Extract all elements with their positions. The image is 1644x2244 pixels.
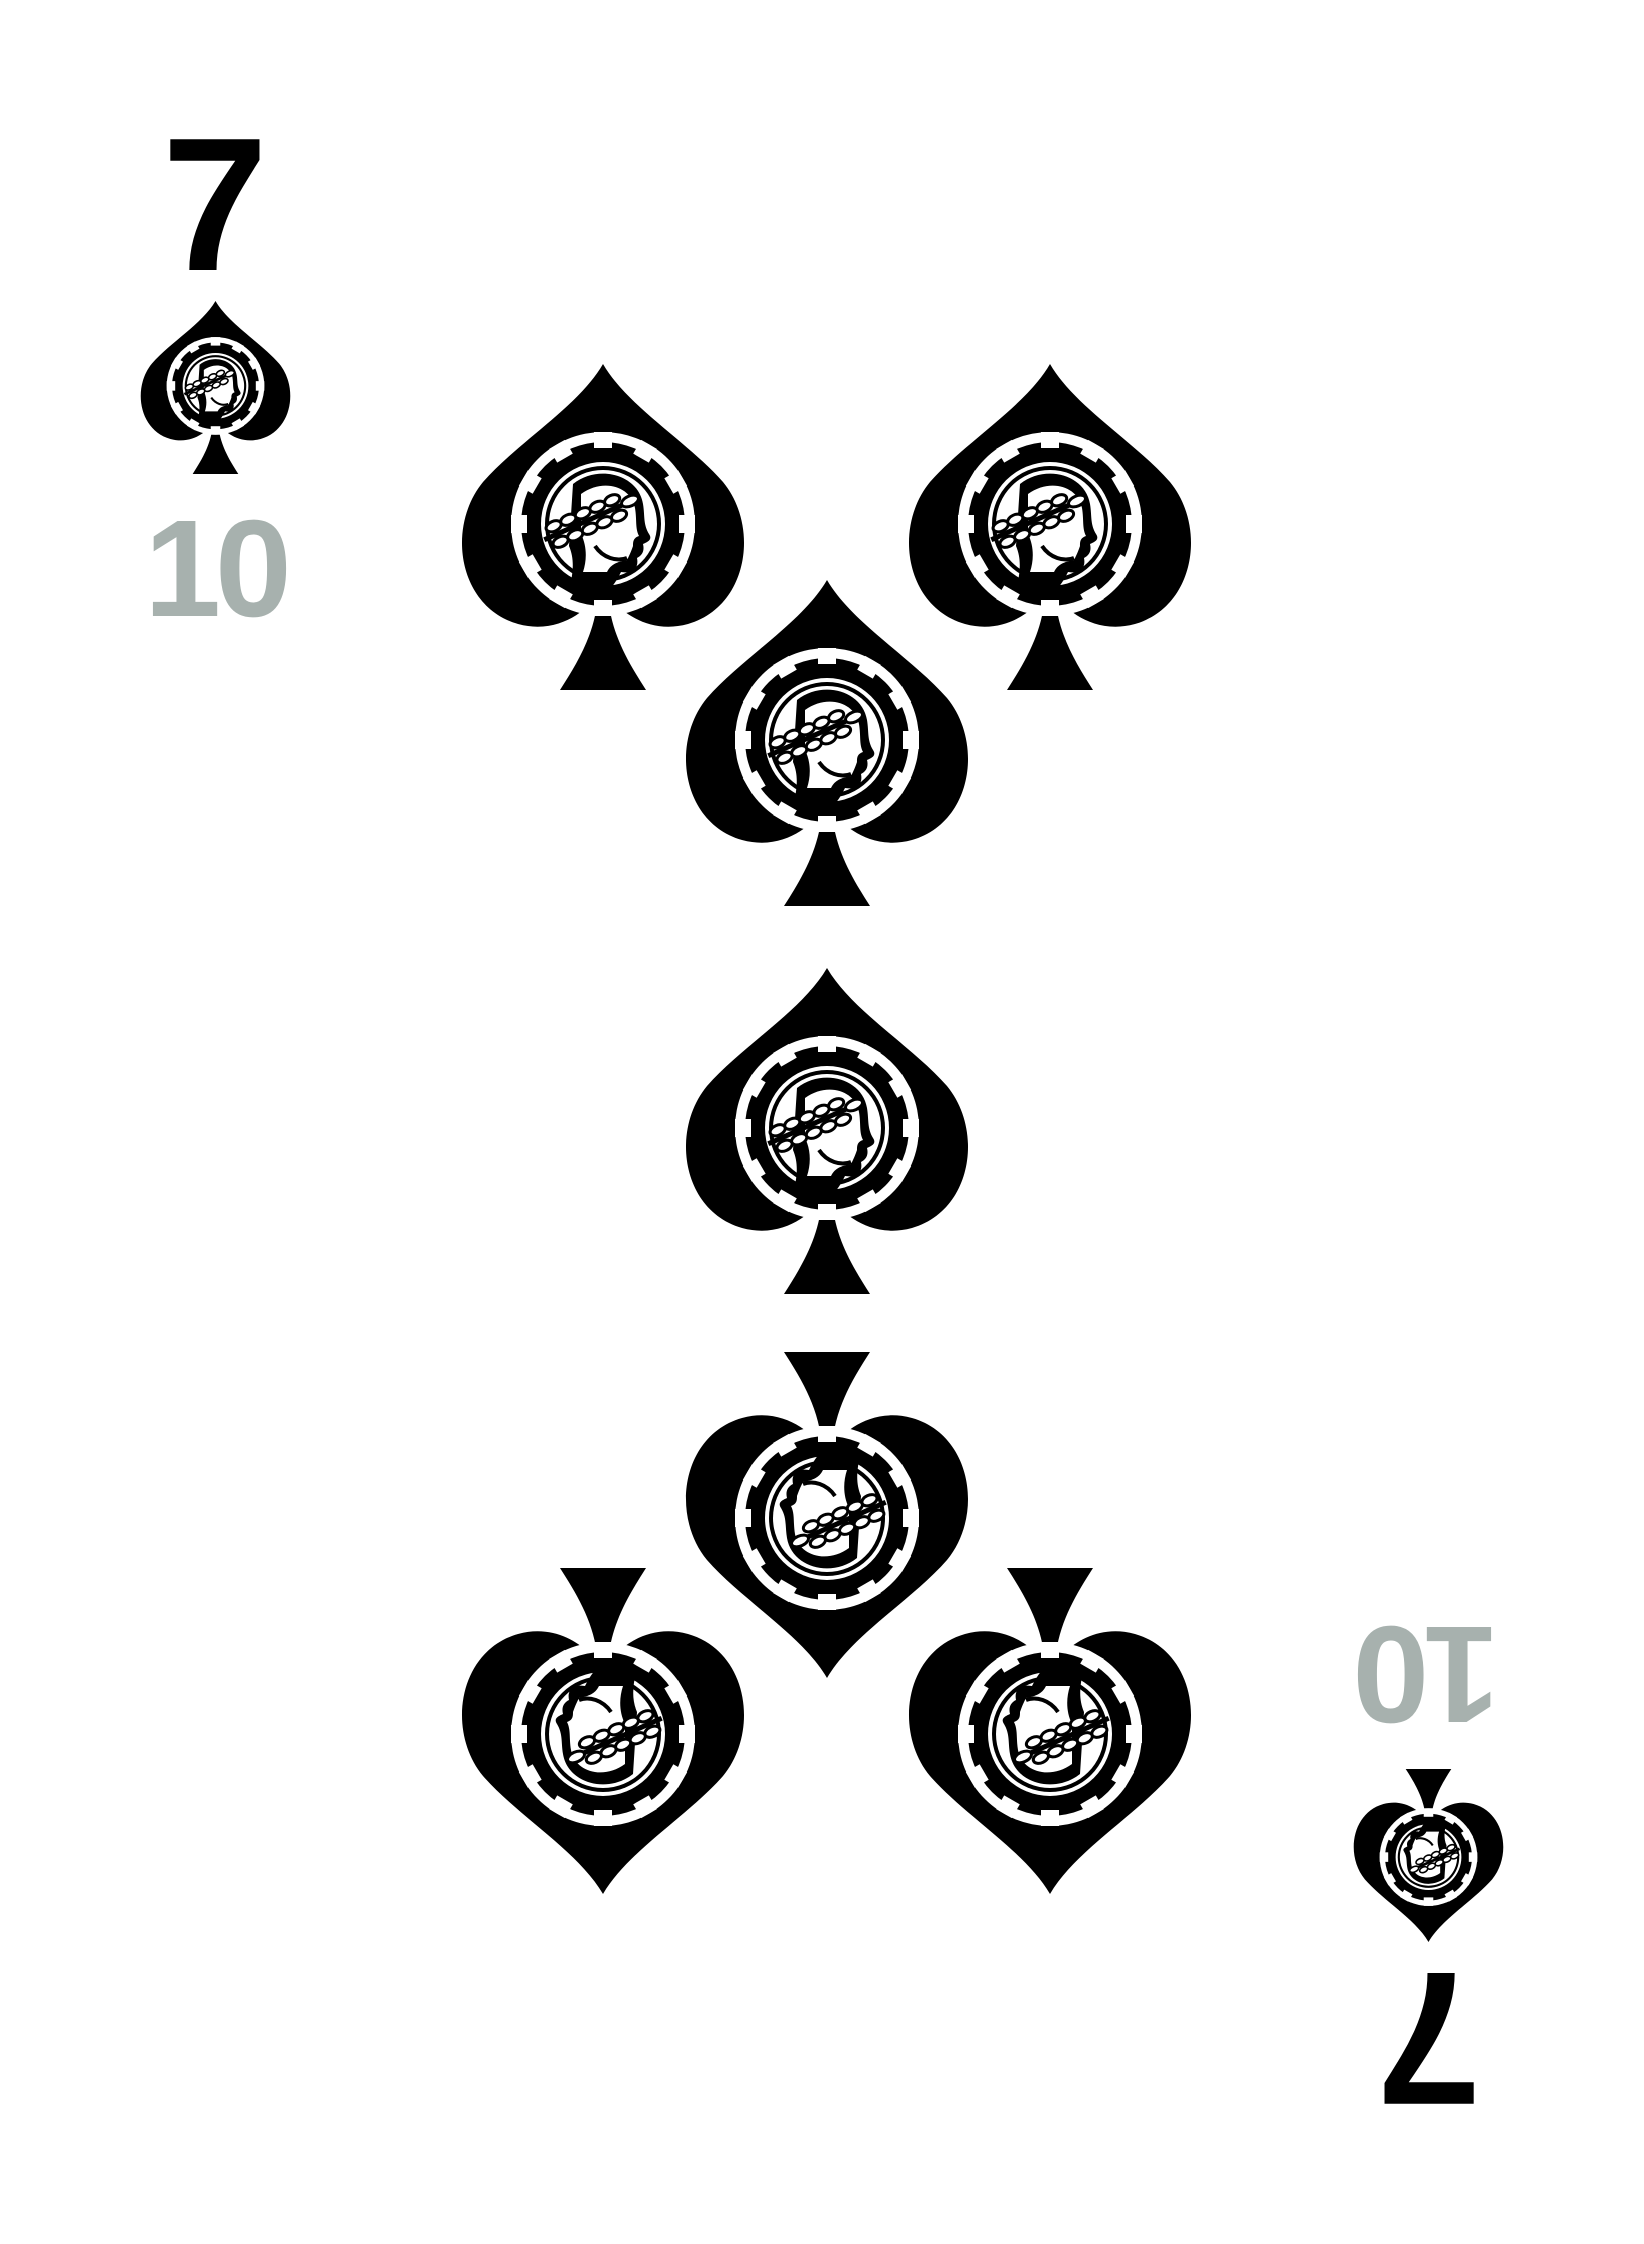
spade-with-gear-profile-emblem-icon (1352, 1768, 1507, 1943)
corner-index-top-left: 7 10 (120, 99, 310, 646)
rank-label: 7 (162, 99, 268, 311)
point-value-label: 10 (1358, 1597, 1500, 1751)
rank-label: 7 (1376, 1932, 1482, 2144)
spade-with-gear-profile-emblem-icon (905, 1566, 1195, 1896)
spade-with-gear-profile-emblem-icon (682, 578, 972, 908)
spade-with-gear-profile-emblem-icon (458, 1566, 748, 1896)
point-value-label: 10 (144, 492, 292, 646)
corner-index-bottom-right: 7 10 (1334, 1597, 1524, 2144)
spade-with-gear-profile-emblem-icon (138, 300, 293, 475)
spade-with-gear-profile-emblem-icon (682, 966, 972, 1296)
